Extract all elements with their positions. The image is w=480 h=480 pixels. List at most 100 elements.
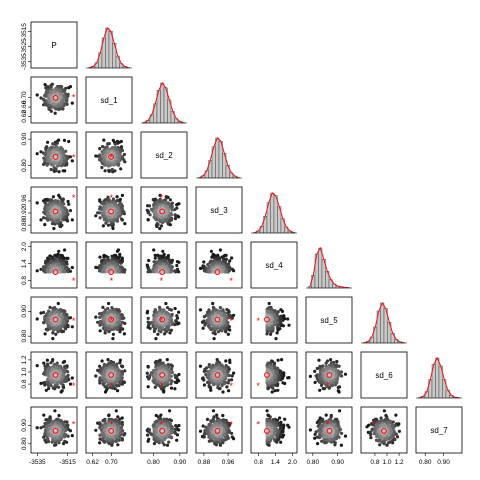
scatter-point (100, 311, 104, 316)
scatter-point (224, 317, 228, 321)
scatter-point (168, 223, 172, 227)
scatter-point (164, 327, 169, 331)
scatter-point (42, 216, 46, 220)
variable-label-sd_3: sd_3 (210, 206, 228, 215)
scatter-point (42, 210, 46, 214)
scatter-point (56, 301, 60, 306)
scatter-point (62, 97, 66, 101)
scatter-point (115, 195, 119, 199)
scatter-point (62, 88, 66, 92)
scatter-point (46, 162, 50, 166)
scatter-point (168, 198, 172, 202)
scatter-point (101, 305, 105, 309)
scatter-point (59, 101, 63, 106)
scatter-point (275, 311, 279, 316)
scatter-point (117, 256, 121, 260)
scatter-point (106, 150, 110, 154)
scatter-point (218, 248, 222, 252)
scatter-point (59, 314, 63, 318)
scatter-point (64, 260, 68, 264)
scatter-point (173, 269, 177, 273)
scatter-point (111, 332, 115, 336)
scatter-point (68, 85, 73, 89)
mean-marker (108, 153, 115, 160)
scatter-point (65, 219, 70, 223)
hist-bar-sd_4 (311, 275, 316, 289)
scatter-point (68, 155, 73, 159)
scatter-point (111, 226, 115, 231)
scatter-point (39, 311, 43, 315)
scatter-point (57, 193, 61, 197)
scatter-point (52, 169, 56, 173)
scatter-point (273, 320, 277, 324)
scatter-point (221, 308, 225, 312)
scatter-point (164, 212, 168, 216)
scatter-point (202, 265, 206, 269)
scatter-point (43, 201, 47, 205)
scatter-point (223, 314, 227, 318)
scatter-point (46, 140, 50, 144)
scatter-point (62, 156, 66, 160)
scatter-point (63, 102, 67, 106)
scatter-point (70, 218, 74, 222)
scatter-point (46, 317, 50, 321)
scatter-point (39, 150, 43, 154)
scatter-point (55, 141, 59, 145)
scatter-point (283, 317, 287, 321)
true-value-marker: * (160, 276, 164, 286)
scatter-point (167, 263, 172, 267)
scatter-point (123, 222, 127, 226)
true-value-marker: * (160, 316, 164, 326)
scatter-point (53, 326, 57, 330)
true-value-marker: * (110, 153, 114, 163)
panel-frame-sd_1 (85, 76, 133, 124)
scatter-point (58, 267, 62, 271)
scatter-point (107, 327, 111, 331)
scatter-point (55, 151, 59, 155)
scatter-point (113, 253, 117, 257)
scatter-point (147, 268, 152, 272)
scatter-point (177, 310, 181, 314)
scatter-point (148, 326, 152, 330)
scatter-point (107, 147, 111, 151)
scatter-point (98, 147, 102, 151)
scatter-point (58, 308, 62, 312)
scatter-point (61, 150, 65, 154)
scatter-point (35, 93, 39, 97)
true-value-marker: * (229, 316, 233, 326)
density-line-sd_1 (144, 82, 184, 124)
scatter-point (280, 323, 284, 327)
scatter-point (58, 97, 62, 101)
scatter-point (49, 155, 53, 159)
scatter-point (47, 106, 51, 110)
scatter-point (103, 316, 107, 321)
scatter-point (168, 213, 172, 218)
scatter-point (116, 198, 120, 202)
scatter-point (119, 145, 124, 149)
true-value-marker: * (256, 316, 260, 326)
scatter-point (102, 255, 106, 259)
scatter-point (103, 169, 107, 173)
scatter-point (101, 268, 105, 272)
scatter-point (64, 327, 68, 331)
scatter-point (148, 213, 152, 217)
true-value-marker: * (110, 276, 114, 286)
scatter-point (147, 258, 151, 263)
scatter-point (51, 255, 55, 259)
scatter-point (42, 269, 46, 273)
scatter-point (119, 265, 124, 269)
true-value-marker: * (160, 193, 164, 203)
scatter-point (147, 322, 152, 326)
scatter-point (49, 109, 53, 113)
scatter-point (117, 269, 121, 273)
scatter-point (51, 337, 55, 341)
scatter-point (65, 215, 69, 219)
scatter-point (42, 156, 46, 160)
scatter-point (110, 306, 114, 310)
scatter-point (227, 310, 231, 314)
scatter-point (154, 315, 158, 319)
scatter-point (56, 107, 60, 111)
scatter-point (119, 167, 123, 171)
scatter-point (45, 145, 49, 149)
scatter-point (111, 138, 115, 142)
